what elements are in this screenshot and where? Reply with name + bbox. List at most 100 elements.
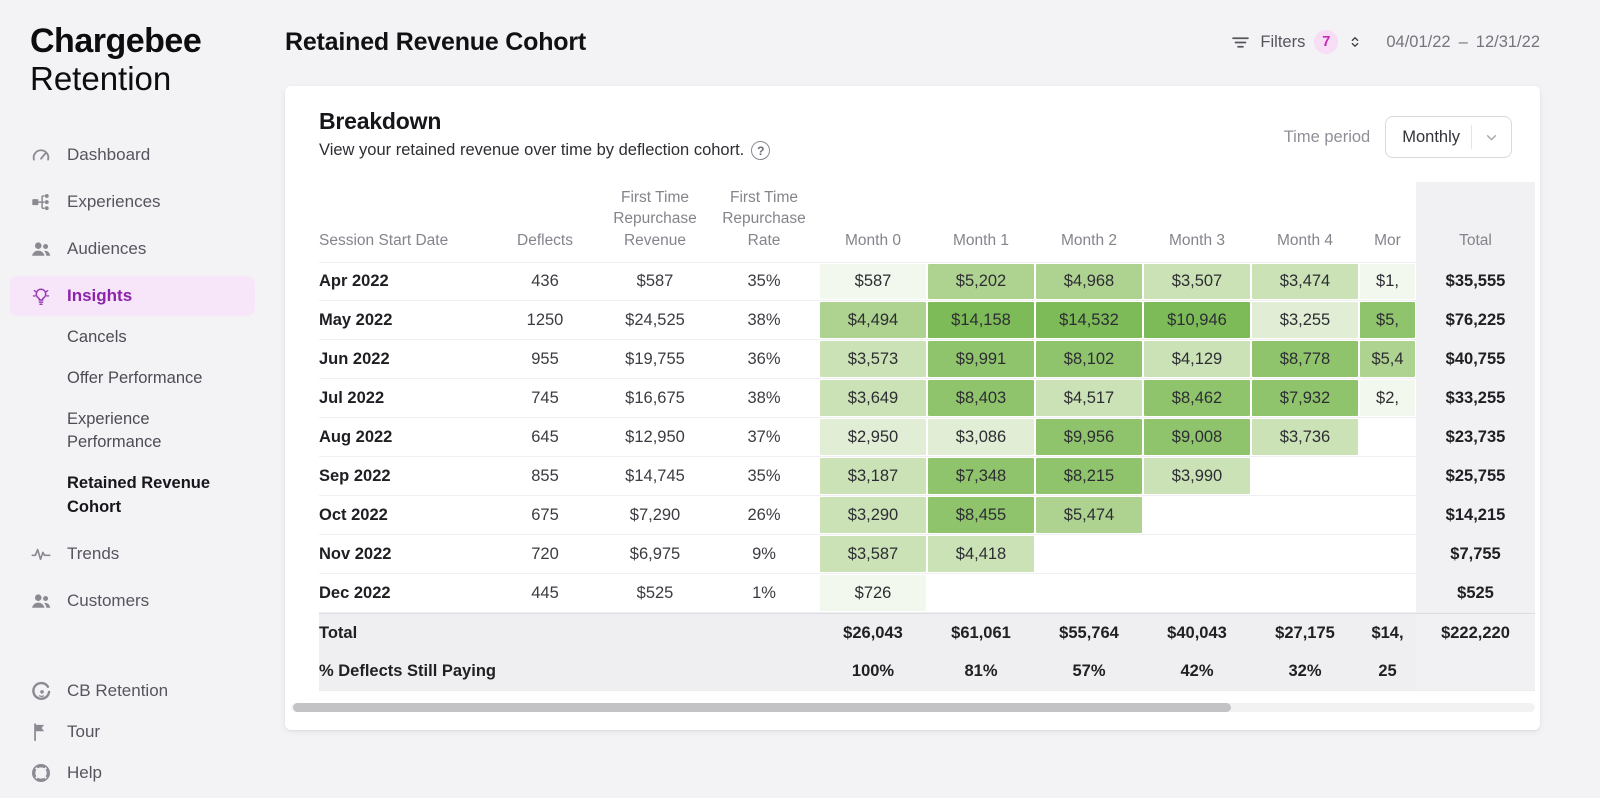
month-2-cell xyxy=(1035,574,1143,612)
filters-button[interactable]: Filters 7 xyxy=(1230,30,1339,54)
logo: Chargebee Retention xyxy=(30,22,245,98)
chevron-up-down-icon[interactable] xyxy=(1347,34,1363,50)
heat-cell: $7,932 xyxy=(1252,380,1358,416)
heat-cell: $1, xyxy=(1360,264,1415,299)
breakdown-card: Breakdown View your retained revenue ove… xyxy=(285,86,1540,730)
pct-month-0: 100% xyxy=(851,661,895,680)
session-start-date-cell: Aug 2022 xyxy=(319,427,393,446)
month-3-cell: $3,990 xyxy=(1143,457,1251,495)
month-2-cell: $8,102 xyxy=(1035,340,1143,378)
nav-label: CB Retention xyxy=(67,680,169,700)
user-menu[interactable]: Carl Nightingale xyxy=(30,793,245,798)
sidebar-footer: CB Retention Tour Help Carl Nightingale xyxy=(30,670,245,798)
month-3-cell xyxy=(1143,574,1251,612)
pct-month-2: 57% xyxy=(1072,661,1106,680)
sidebar-item-cb-retention[interactable]: CB Retention xyxy=(30,670,245,711)
sidebar-subitem-retained-revenue-cohort[interactable]: Retained Revenue Cohort xyxy=(67,474,211,517)
heat-cell: $3,736 xyxy=(1252,419,1358,455)
total-month-4: $27,175 xyxy=(1275,623,1335,642)
month-4-cell: $3,736 xyxy=(1251,418,1359,456)
cohort-row: Oct 2022 675 $7,290 26% $3,290 $8,455 $5,474 $1… xyxy=(319,496,1535,535)
month-0-cell: $3,573 xyxy=(819,340,927,378)
ftr-rate-cell: 38% xyxy=(747,310,781,329)
heat-cell: $3,573 xyxy=(820,341,926,377)
help-circle-icon[interactable]: ? xyxy=(751,141,771,160)
sidebar-item-trends[interactable]: Trends xyxy=(30,530,245,577)
month-0-cell: $4,494 xyxy=(819,301,927,339)
session-start-date-cell: Apr 2022 xyxy=(319,272,389,290)
month-4-cell xyxy=(1251,535,1359,573)
month-3-cell: $9,008 xyxy=(1143,418,1251,456)
sidebar-subitem-cancels[interactable]: Cancels xyxy=(67,327,127,346)
deflects-cell: 955 xyxy=(531,349,559,368)
month-3-cell: $8,462 xyxy=(1143,379,1251,417)
deflects-cell: 436 xyxy=(531,272,559,290)
cohort-row: Jul 2022 745 $16,675 38% $3,649 $8,403 $4,517 $… xyxy=(319,379,1535,418)
deflects-cell: 645 xyxy=(531,427,559,446)
cohort-row: Nov 2022 720 $6,975 9% $3,587 $4,418 $7,755 xyxy=(319,535,1535,574)
ftr-revenue-cell: $12,950 xyxy=(625,427,685,446)
header-deflects: Deflects xyxy=(517,231,573,249)
heat-cell: $3,587 xyxy=(820,536,926,572)
sidebar-item-insights[interactable]: Insights xyxy=(10,275,255,316)
month-4-cell xyxy=(1251,574,1359,612)
deflects-cell: 720 xyxy=(531,544,559,563)
ftr-rate-cell: 26% xyxy=(747,505,781,524)
topbar-controls: Filters 7 04/01/22 – 12/31/22 xyxy=(1230,30,1540,54)
audiences-icon xyxy=(30,238,52,260)
month-3-cell: $3,507 xyxy=(1143,263,1251,300)
nav-label: Tour xyxy=(67,721,101,741)
logo-line1: Chargebee xyxy=(30,22,202,60)
sidebar-item-tour[interactable]: Tour xyxy=(30,711,245,752)
month-2-cell: $4,968 xyxy=(1035,263,1143,300)
deflects-cell: 1250 xyxy=(526,310,564,329)
ftr-revenue-cell: $19,755 xyxy=(625,349,685,368)
table-body: Apr 2022 436 $587 35% $587 $5,202 $4,968 $3,507… xyxy=(319,262,1535,613)
heat-cell: $4,418 xyxy=(928,536,1034,572)
sidebar-item-dashboard[interactable]: Dashboard xyxy=(30,132,245,179)
heat-cell: $5,4 xyxy=(1360,341,1415,377)
header-month-4: Month 4 xyxy=(1276,231,1333,249)
heat-cell: $9,991 xyxy=(928,341,1034,377)
row-total-cell: $35,555 xyxy=(1416,263,1535,300)
sidebar-item-audiences[interactable]: Audiences xyxy=(30,226,245,273)
date-end: 12/31/22 xyxy=(1475,32,1540,51)
time-period-control: Time period Monthly xyxy=(1284,116,1512,158)
total-month-1: $61,061 xyxy=(951,623,1011,642)
month-5-cell xyxy=(1359,457,1416,495)
tour-icon xyxy=(30,721,52,743)
ftr-revenue-cell: $6,975 xyxy=(629,544,681,563)
ftr-rate-cell: 38% xyxy=(747,388,781,407)
help-icon xyxy=(30,762,52,784)
sidebar-item-help[interactable]: Help xyxy=(30,752,245,793)
month-0-cell: $587 xyxy=(819,263,927,300)
sidebar-subitem-offer-performance[interactable]: Offer Performance xyxy=(67,368,203,387)
ftr-revenue-cell: $16,675 xyxy=(625,388,685,407)
month-5-cell: $5,4 xyxy=(1359,340,1416,378)
date-range[interactable]: 04/01/22 – 12/31/22 xyxy=(1386,33,1540,52)
horizontal-scrollbar-thumb[interactable] xyxy=(293,703,1231,712)
month-0-cell: $3,649 xyxy=(819,379,927,417)
pct-total-empty xyxy=(1416,652,1535,690)
month-2-cell: $4,517 xyxy=(1035,379,1143,417)
card-title: Breakdown xyxy=(319,108,442,134)
row-total-cell: $525 xyxy=(1416,574,1535,612)
deflects-cell: 675 xyxy=(531,505,559,524)
month-4-cell xyxy=(1251,496,1359,534)
session-start-date-cell: Nov 2022 xyxy=(319,544,392,563)
page-title: Retained Revenue Cohort xyxy=(285,27,587,56)
time-period-select[interactable]: Monthly xyxy=(1385,116,1512,158)
sidebar-item-experiences[interactable]: Experiences xyxy=(30,179,245,226)
sidebar-subitem-experience-performance[interactable]: Experience Performance xyxy=(67,409,162,452)
month-4-cell: $3,474 xyxy=(1251,263,1359,300)
month-5-cell: $1, xyxy=(1359,263,1416,300)
month-2-cell: $9,956 xyxy=(1035,418,1143,456)
insights-icon xyxy=(30,285,52,307)
cohort-row: May 2022 1250 $24,525 38% $4,494 $14,158 $14,5… xyxy=(319,301,1535,340)
trends-icon xyxy=(30,543,52,565)
sidebar-item-customers[interactable]: Customers xyxy=(30,577,245,624)
session-start-date-cell: Dec 2022 xyxy=(319,583,391,602)
row-total-cell: $14,215 xyxy=(1416,496,1535,534)
nav-label: Trends xyxy=(67,543,120,563)
ftr-rate-cell: 9% xyxy=(752,544,776,563)
